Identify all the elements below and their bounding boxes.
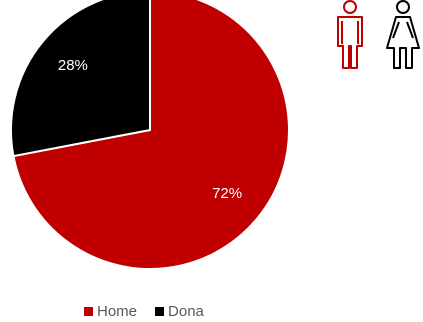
pie-slice-home xyxy=(12,0,290,270)
gender-icons xyxy=(333,0,423,72)
legend-item-dona: Dona xyxy=(155,303,204,320)
legend-item-home: Home xyxy=(84,303,137,320)
woman-icon xyxy=(386,0,420,69)
legend-label-home: Home xyxy=(97,303,138,320)
legend: Home Dona xyxy=(84,303,222,320)
legend-swatch-dona xyxy=(155,307,165,316)
legend-swatch-home xyxy=(84,307,93,316)
pie-slice-dona xyxy=(10,0,151,158)
pie-label-dona: 28% xyxy=(58,57,88,74)
legend-label-dona: Dona xyxy=(168,303,204,320)
pie-slices xyxy=(10,0,290,270)
man-icon xyxy=(337,0,363,69)
pie-label-home: 72% xyxy=(212,185,242,202)
pie-labels: 72% 28% xyxy=(58,57,242,202)
